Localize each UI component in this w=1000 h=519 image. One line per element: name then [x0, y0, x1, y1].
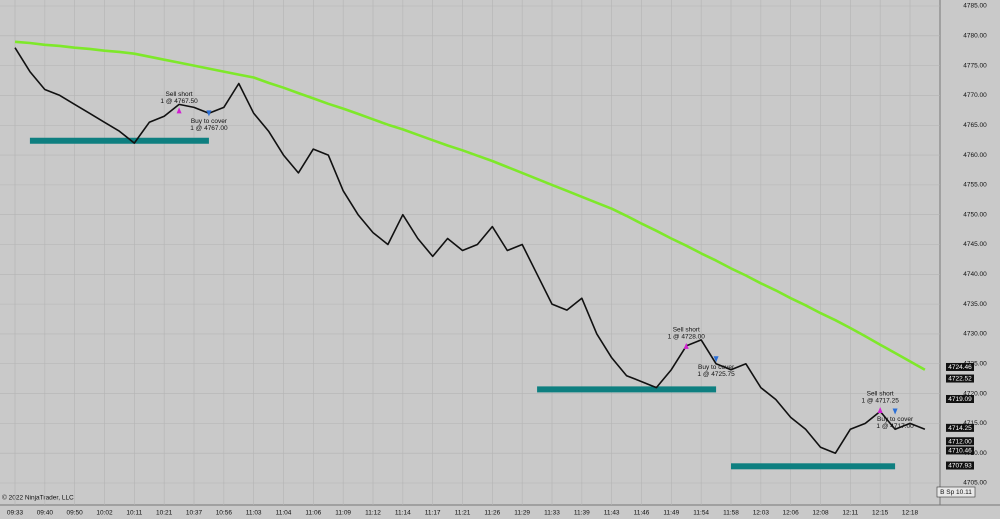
x-tick-label: 11:54	[693, 510, 709, 517]
trade-marker	[713, 356, 719, 363]
trade-marker	[877, 406, 883, 413]
trade-label: Buy to cover	[191, 118, 228, 125]
series-line	[14, 40, 926, 371]
x-tick-label: 12:15	[872, 510, 889, 517]
x-tick-label: 10:02	[96, 510, 113, 517]
x-tick-label: 11:04	[276, 510, 292, 517]
price-marker	[946, 437, 974, 446]
series-line	[14, 47, 926, 454]
y-tick-label: 4770.00	[963, 92, 987, 99]
price-marker	[946, 461, 974, 470]
trade-marker	[206, 110, 212, 117]
y-tick-label: 4710.00	[963, 450, 987, 457]
x-tick-label: 11:58	[723, 510, 739, 517]
price-marker-label: 4724.46	[948, 364, 972, 371]
y-tick-label: 4755.00	[963, 182, 987, 189]
badge-box	[936, 486, 976, 498]
trade-marker	[892, 408, 898, 415]
x-tick-label: 11:39	[574, 510, 590, 517]
trade-label: Buy to cover	[698, 364, 735, 371]
x-tick-label: 11:46	[634, 510, 650, 517]
x-tick-label: 10:37	[186, 510, 203, 517]
y-tick-label: 4730.00	[963, 331, 987, 338]
trade-label: Sell short	[166, 91, 193, 98]
x-tick-label: 11:06	[305, 510, 321, 517]
y-tick-label: 4715.00	[963, 420, 987, 427]
x-tick-label: 11:26	[484, 510, 500, 517]
trade-detail: 1 @ 4728.00	[668, 334, 706, 341]
y-tick-label: 4725.00	[963, 360, 987, 367]
x-tick-label: 11:14	[395, 510, 411, 517]
x-tick-label: 12:11	[842, 510, 858, 517]
x-tick-label: 11:43	[604, 510, 620, 517]
x-tick-label: 09:50	[67, 510, 84, 517]
x-tick-label: 11:21	[455, 510, 471, 517]
x-tick-label: 10:11	[126, 510, 142, 517]
price-marker	[946, 423, 974, 432]
trade-label: Sell short	[867, 391, 894, 398]
zone	[537, 386, 717, 393]
x-tick-label: 11:29	[514, 510, 530, 517]
x-tick-label: 11:49	[663, 510, 679, 517]
price-marker	[946, 362, 974, 371]
trade-label: Buy to cover	[877, 416, 914, 423]
y-tick-label: 4745.00	[963, 241, 987, 248]
price-marker-label: 4710.46	[948, 447, 972, 454]
x-tick-label: 09:40	[37, 510, 54, 517]
y-tick-label: 4775.00	[963, 62, 987, 69]
x-tick-label: 10:56	[216, 510, 233, 517]
trade-marker	[176, 107, 182, 114]
y-tick-label: 4780.00	[963, 33, 987, 40]
x-tick-label: 11:33	[544, 510, 560, 517]
x-tick-label: 12:06	[783, 510, 800, 517]
y-tick-label: 4740.00	[963, 271, 987, 278]
price-marker-label: 4707.93	[948, 463, 972, 470]
y-tick-label: 4760.00	[963, 152, 987, 159]
price-marker	[946, 446, 974, 455]
x-tick-label: 10:21	[156, 510, 173, 517]
trade-detail: 1 @ 4767.00	[190, 125, 228, 132]
copyright: © 2022 NinjaTrader, LLC	[2, 494, 74, 502]
price-marker-label: 4719.09	[948, 396, 972, 403]
x-tick-label: 09:33	[7, 510, 24, 517]
y-tick-label: 4785.00	[963, 3, 987, 10]
trade-detail: 1 @ 4717.25	[862, 398, 900, 405]
y-tick-label: 4735.00	[963, 301, 987, 308]
price-marker-label: 4714.25	[948, 425, 972, 432]
trade-detail: 1 @ 4725.75	[697, 371, 735, 378]
y-tick-label: 4765.00	[963, 122, 987, 129]
y-tick-label: 4705.00	[963, 480, 987, 487]
y-tick-label: 4750.00	[963, 211, 987, 218]
price-marker-label: 4722.52	[948, 376, 972, 383]
x-tick-label: 12:18	[902, 510, 919, 517]
trade-detail: 1 @ 4767.50	[160, 98, 198, 105]
x-tick-label: 12:03	[753, 510, 770, 517]
x-tick-label: 12:08	[812, 510, 829, 517]
trade-marker	[683, 342, 689, 349]
x-tick-label: 11:12	[365, 510, 381, 517]
badge: B Sp 10.11	[940, 489, 972, 496]
trade-label: Sell short	[673, 327, 700, 334]
trade-detail: 1 @ 4717.00	[876, 423, 914, 430]
zone	[731, 463, 896, 470]
x-tick-label: 11:09	[335, 510, 351, 517]
price-marker	[946, 374, 974, 383]
price-marker	[946, 394, 974, 403]
zone	[29, 137, 209, 144]
y-tick-label: 4720.00	[963, 390, 987, 397]
price-marker-label: 4712.00	[948, 438, 972, 445]
x-tick-label: 11:17	[425, 510, 441, 517]
x-tick-label: 11:03	[246, 510, 262, 517]
